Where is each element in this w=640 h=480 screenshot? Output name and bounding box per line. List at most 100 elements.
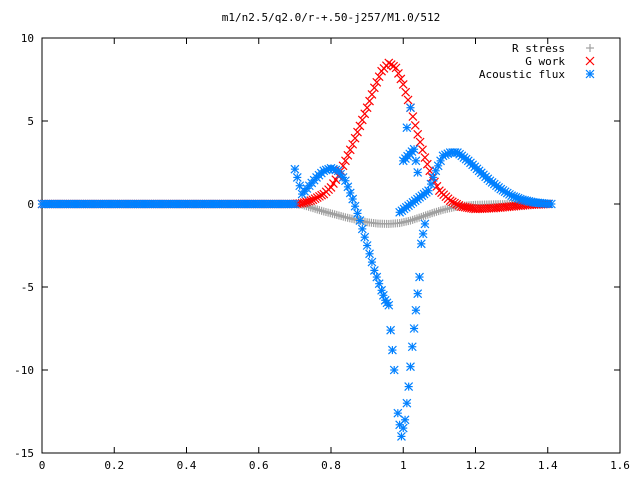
data-point-cross — [396, 74, 406, 84]
data-point-star — [365, 249, 374, 259]
data-point-star — [402, 123, 412, 133]
legend-label-g-work: G work — [525, 55, 565, 68]
legend-marker-plus — [586, 44, 594, 52]
data-point-cross — [420, 153, 430, 162]
data-point-cross — [398, 80, 408, 89]
data-point-star — [350, 201, 360, 211]
data-point-star — [384, 300, 394, 310]
x-tick-label: 1 — [400, 459, 407, 472]
y-tick-label: 10 — [21, 32, 34, 45]
data-point-star — [292, 173, 302, 182]
data-point-cross — [348, 139, 358, 149]
data-point-star — [374, 279, 384, 289]
x-tick-label: 1.4 — [538, 459, 558, 472]
y-tick-label: 0 — [27, 198, 34, 211]
data-point-cross — [362, 103, 372, 113]
chart-title: m1/n2.5/q2.0/r-+.50-j257/M1.0/512 — [222, 11, 441, 24]
x-tick-label: 1.2 — [466, 459, 486, 472]
data-point-star — [397, 431, 406, 441]
data-point-cross — [308, 195, 318, 205]
data-point-cross — [312, 193, 322, 202]
legend: R stress G work Acoustic flux — [479, 42, 595, 81]
legend-marker-star — [585, 69, 595, 79]
data-point-cross — [310, 194, 320, 204]
data-point-cross — [357, 115, 367, 125]
data-point-star — [386, 325, 396, 335]
data-point-cross — [343, 150, 353, 160]
data-point-star — [409, 144, 419, 154]
data-point-star — [411, 305, 421, 315]
data-point-star — [290, 199, 300, 209]
data-point-star — [407, 342, 417, 352]
legend-marker-g-work — [585, 56, 595, 66]
data-point-star — [420, 219, 430, 229]
data-point-cross — [450, 198, 459, 208]
data-point-cross — [394, 68, 403, 78]
x-tick-label: 0 — [39, 459, 46, 472]
data-point-cross — [326, 182, 336, 192]
legend-marker-acoustic-flux — [585, 69, 595, 79]
x-tick-label: 0.6 — [249, 459, 269, 472]
x-tick-label: 0.4 — [177, 459, 197, 472]
data-point-star — [367, 257, 377, 267]
data-point-star — [389, 365, 399, 375]
data-point-cross — [413, 129, 423, 139]
data-point-cross — [418, 145, 427, 155]
axis-ticks: 0 0.2 0.4 0.6 0.8 1 1.2 1.4 1.6 10 5 0 -5 -10 -15 — [14, 32, 630, 472]
x-tick-label: 1.6 — [610, 459, 630, 472]
data-point-cross — [350, 133, 360, 143]
data-point-cross — [452, 199, 462, 209]
data-point-cross — [360, 109, 370, 119]
data-point-star — [404, 382, 414, 392]
data-point-cross — [403, 95, 413, 105]
data-point-star — [415, 272, 424, 282]
y-tick-label: -10 — [14, 364, 34, 377]
data-point-cross — [369, 83, 379, 93]
data-point-star — [295, 181, 305, 191]
x-tick-label: 0.2 — [104, 459, 124, 472]
data-point-star — [400, 415, 410, 425]
data-point-star — [362, 241, 372, 250]
data-point-cross — [367, 90, 377, 99]
data-point-cross — [315, 191, 324, 201]
data-point-star — [398, 423, 408, 433]
data-point-star — [387, 345, 397, 355]
data-point-star — [360, 232, 370, 242]
data-point-star — [436, 156, 446, 166]
data-point-cross — [410, 121, 420, 130]
data-point-cross — [353, 127, 362, 137]
data-point-star — [348, 194, 358, 204]
data-point-star — [546, 199, 556, 209]
legend-label-r-stress: R stress — [512, 42, 565, 55]
data-point-star — [369, 265, 379, 275]
data-point-cross — [372, 77, 382, 87]
data-point-star — [357, 224, 367, 234]
data-point-star — [413, 289, 423, 299]
data-point-star — [416, 239, 426, 249]
data-point-cross — [341, 156, 350, 166]
legend-marker-r-stress — [586, 44, 594, 52]
data-point-star — [418, 229, 428, 239]
data-point-cross — [374, 72, 384, 82]
x-tick-label: 0.8 — [321, 459, 341, 472]
data-point-cross — [401, 87, 411, 97]
data-point-star — [406, 103, 415, 113]
data-point-star — [290, 164, 300, 174]
data-point-star — [355, 216, 365, 226]
y-tick-label: 5 — [27, 115, 34, 128]
data-point-star — [402, 398, 412, 408]
data-point-star — [393, 408, 403, 418]
legend-marker-cross — [585, 56, 595, 66]
data-point-cross — [328, 179, 338, 188]
data-point-cross — [415, 137, 425, 147]
y-tick-label: -15 — [14, 447, 34, 460]
data-point-cross — [345, 145, 355, 155]
data-point-star — [411, 156, 421, 166]
data-point-star — [406, 362, 415, 372]
data-point-cross — [365, 96, 374, 106]
data-point-star — [428, 173, 438, 182]
series-marks — [37, 58, 556, 441]
legend-label-acoustic-flux: Acoustic flux — [479, 68, 565, 81]
